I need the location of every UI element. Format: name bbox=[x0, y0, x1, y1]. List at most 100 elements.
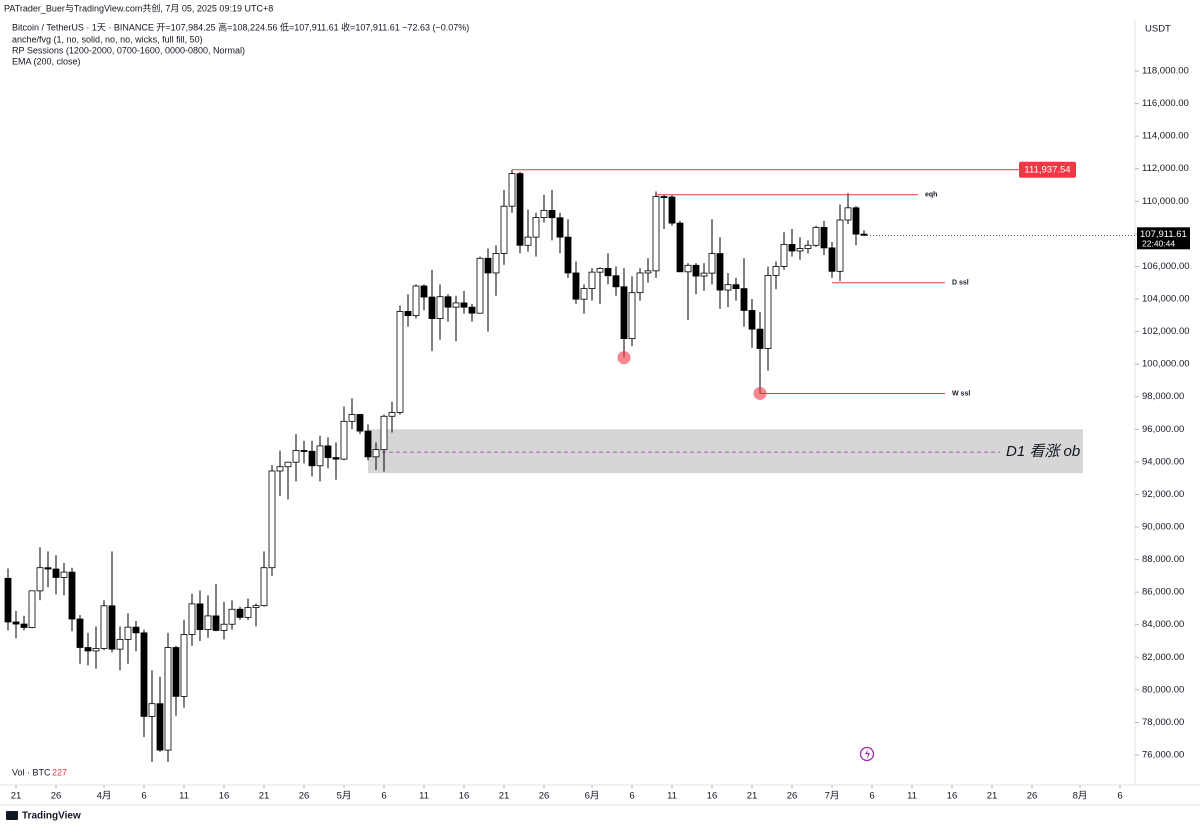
candle-body bbox=[628, 292, 636, 339]
currency: USDT bbox=[1145, 24, 1171, 35]
candle-body bbox=[108, 605, 116, 650]
candle-body bbox=[148, 703, 156, 717]
candle-body bbox=[388, 412, 396, 417]
candle-body bbox=[348, 414, 356, 422]
candle-body bbox=[308, 450, 316, 467]
last-price-box bbox=[1137, 227, 1190, 250]
candle-body bbox=[684, 264, 692, 273]
candle-body bbox=[28, 590, 36, 628]
level-label: eqh bbox=[925, 192, 937, 199]
y-tick-label: 90,000.00 bbox=[1142, 522, 1184, 533]
x-tick-label: 11 bbox=[419, 791, 429, 802]
candle-body bbox=[412, 285, 420, 317]
candle-body bbox=[140, 632, 148, 717]
x-tick-label: 26 bbox=[539, 791, 550, 802]
y-tick-label: 92,000.00 bbox=[1142, 489, 1184, 500]
candle-body bbox=[700, 272, 708, 277]
x-tick-label: 21 bbox=[747, 791, 758, 802]
last-price-label: 107,911.61 bbox=[1140, 229, 1187, 240]
y-tick-label: 86,000.00 bbox=[1142, 587, 1184, 598]
y-tick-label: 104,000.00 bbox=[1142, 294, 1190, 305]
candle-body bbox=[748, 310, 756, 330]
candle-body bbox=[476, 257, 484, 314]
y-tick-label: 94,000.00 bbox=[1142, 456, 1184, 467]
x-tick-label: 6 bbox=[869, 791, 874, 802]
order-block bbox=[368, 429, 1083, 474]
candle-body bbox=[804, 244, 812, 249]
candle-body bbox=[228, 608, 236, 625]
y-tick-label: 84,000.00 bbox=[1142, 619, 1184, 630]
candle-body bbox=[548, 210, 556, 219]
candle-body bbox=[292, 450, 300, 463]
level-label: W ssl bbox=[952, 390, 970, 397]
x-tick-label: 16 bbox=[459, 791, 470, 802]
volume-label: Vol · BTC bbox=[12, 767, 51, 777]
candle-body bbox=[556, 217, 564, 238]
candle-body bbox=[444, 296, 452, 308]
candle-body bbox=[756, 328, 764, 349]
candle-body bbox=[300, 450, 308, 452]
x-tick-label: 5月 bbox=[337, 791, 352, 802]
candle-body bbox=[4, 577, 12, 623]
y-tick-label: 116,000.00 bbox=[1142, 98, 1189, 109]
candle-body bbox=[124, 626, 132, 640]
candle-body bbox=[788, 244, 796, 252]
y-tick-label: 106,000.00 bbox=[1142, 261, 1190, 272]
x-tick-label: 4月 bbox=[97, 791, 112, 802]
candle-body bbox=[284, 461, 292, 468]
candle-body bbox=[356, 414, 364, 432]
y-tick-label: 98,000.00 bbox=[1142, 391, 1184, 402]
candle-body bbox=[612, 275, 620, 288]
x-tick-label: 26 bbox=[299, 791, 310, 802]
event-bolt bbox=[865, 749, 870, 759]
high-level-box bbox=[1019, 161, 1076, 178]
candle-body bbox=[340, 420, 348, 460]
candle-body bbox=[484, 257, 492, 274]
candle-body bbox=[716, 253, 724, 291]
indicator: EMA (200, close) bbox=[12, 56, 81, 66]
candle-body bbox=[100, 605, 108, 649]
candle-body bbox=[316, 445, 324, 467]
candle-body bbox=[36, 567, 44, 592]
candle-body bbox=[644, 270, 652, 274]
indicator: anche/fvg (1, no, solid, no, no, wicks, … bbox=[12, 34, 203, 44]
candle-body bbox=[580, 288, 588, 300]
low-marker bbox=[617, 351, 631, 365]
candle-body bbox=[652, 196, 660, 272]
candle-body bbox=[708, 253, 716, 274]
candle-body bbox=[508, 173, 516, 207]
x-tick-label: 21 bbox=[987, 791, 998, 802]
y-tick-label: 118,000.00 bbox=[1142, 66, 1189, 77]
candle-body bbox=[268, 470, 276, 569]
x-tick-label: 11 bbox=[179, 791, 189, 802]
candle-body bbox=[604, 267, 612, 277]
candle-body bbox=[364, 430, 372, 458]
countdown: 22:40:44 bbox=[1142, 239, 1175, 249]
x-tick-label: 16 bbox=[219, 791, 230, 802]
x-tick-label: 11 bbox=[667, 791, 677, 802]
candle-body bbox=[796, 248, 804, 252]
event-icon[interactable] bbox=[859, 746, 875, 762]
candle-body bbox=[204, 615, 212, 631]
candle-body bbox=[668, 196, 676, 224]
candle-body bbox=[820, 226, 828, 249]
candle-body bbox=[84, 647, 92, 652]
y-tick-label: 78,000.00 bbox=[1142, 717, 1184, 728]
x-tick-label: 21 bbox=[499, 791, 510, 802]
candle-body bbox=[52, 568, 60, 578]
candle-body bbox=[76, 618, 84, 648]
x-tick-label: 11 bbox=[907, 791, 917, 802]
candle-body bbox=[180, 634, 188, 697]
high-level-label: 111,937.54 bbox=[1024, 164, 1070, 175]
candle-body bbox=[572, 272, 580, 300]
x-tick-label: 7月 bbox=[825, 791, 840, 802]
candle-body bbox=[812, 226, 820, 246]
candle-body bbox=[60, 571, 68, 578]
candle-body bbox=[276, 466, 284, 472]
candle-body bbox=[396, 310, 404, 413]
candle-body bbox=[636, 272, 644, 294]
candle-body bbox=[772, 266, 780, 276]
candle-body bbox=[132, 626, 140, 634]
level-label: D ssl bbox=[952, 280, 969, 287]
x-tick-label: 8月 bbox=[1073, 791, 1088, 802]
